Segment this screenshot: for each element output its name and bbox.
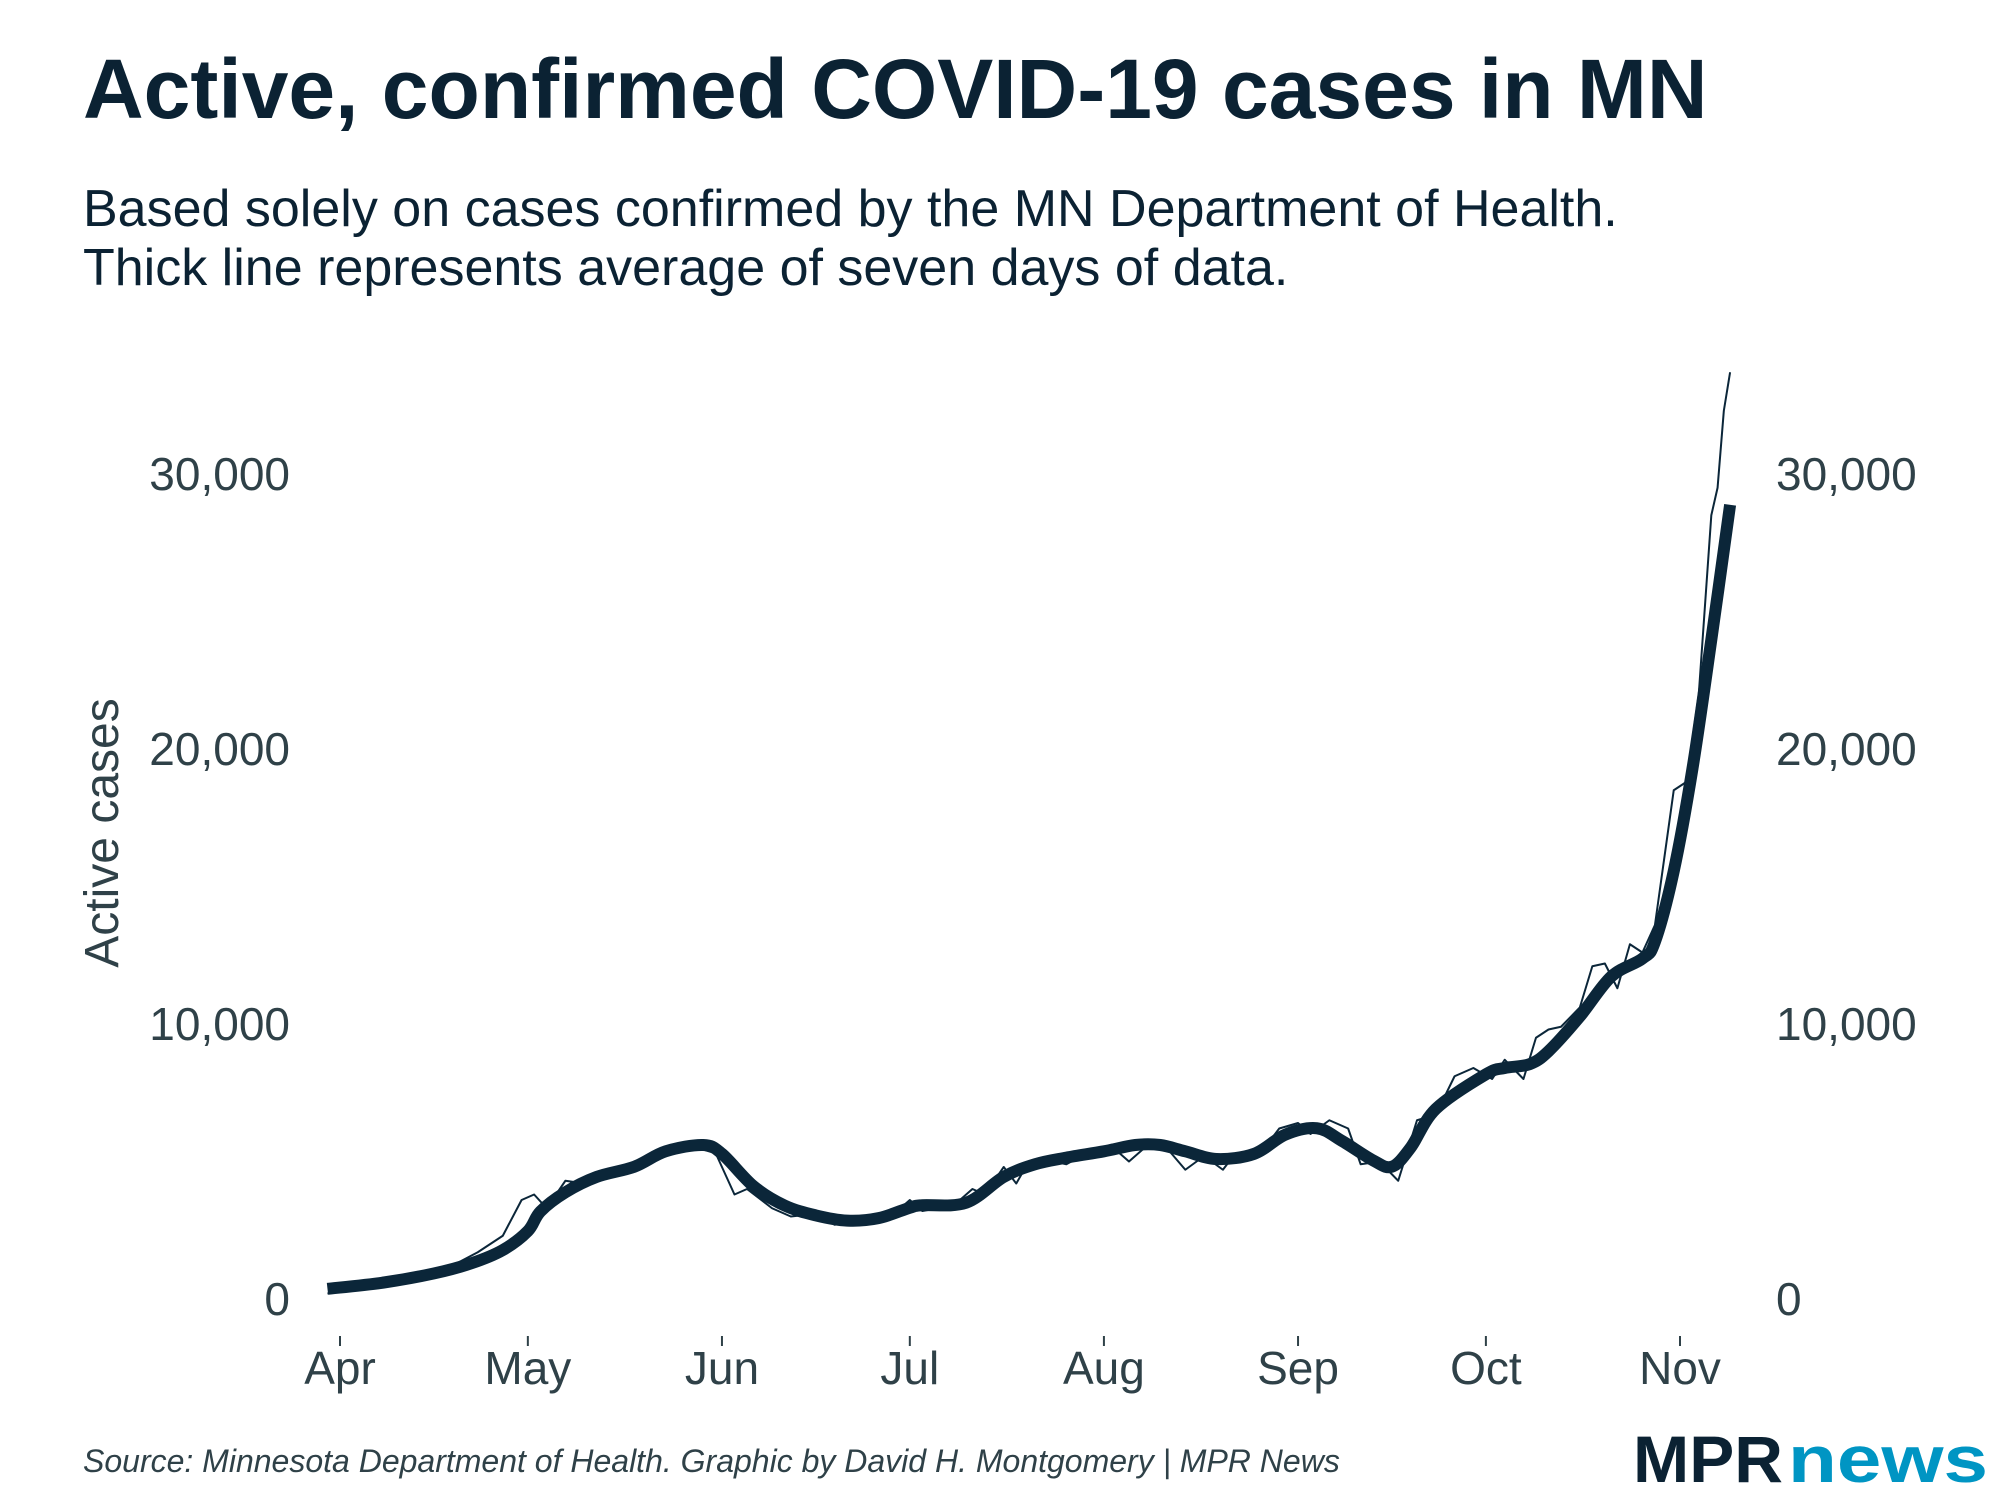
x-axis: Apr May Jun Jul Aug Sep Oct Nov (304, 1336, 1721, 1394)
mpr-news-logo: MPR news (1633, 1422, 1988, 1496)
y-axis-left: 0 10,000 20,000 30,000 (149, 448, 290, 1325)
x-tick-label: Jul (880, 1342, 939, 1394)
y-tick-label-right: 30,000 (1776, 448, 1917, 500)
y-tick-label-right: 20,000 (1776, 723, 1917, 775)
source-note: Source: Minnesota Department of Health. … (83, 1443, 1340, 1479)
y-tick-label-left: 0 (264, 1273, 290, 1325)
y-tick-label-left: 30,000 (149, 448, 290, 500)
y-tick-label-left: 20,000 (149, 723, 290, 775)
chart-subtitle-line-2: Thick line represents average of seven d… (83, 239, 1288, 297)
logo-news-text: news (1788, 1422, 1988, 1496)
x-tick-label: Jun (685, 1342, 759, 1394)
y-tick-label-right: 10,000 (1776, 998, 1917, 1050)
x-tick-label: Nov (1639, 1342, 1721, 1394)
chart-title: Active, confirmed COVID-19 cases in MN (83, 42, 1708, 136)
y-axis-title: Active cases (76, 698, 129, 967)
seven-day-average-line (326, 503, 1737, 1295)
x-tick-label: May (484, 1342, 571, 1394)
series-group (326, 372, 1737, 1295)
x-tick-label: Apr (304, 1342, 376, 1394)
logo-mpr-text: MPR (1633, 1422, 1783, 1496)
y-axis-right: 0 10,000 20,000 30,000 (1776, 448, 1917, 1325)
x-tick-label: Sep (1257, 1342, 1339, 1394)
y-tick-label-right: 0 (1776, 1273, 1802, 1325)
x-tick-label: Oct (1450, 1342, 1522, 1394)
x-tick-label: Aug (1063, 1342, 1145, 1394)
chart-subtitle-line-1: Based solely on cases confirmed by the M… (83, 180, 1618, 238)
daily-active-cases-line (327, 372, 1732, 1295)
y-tick-label-left: 10,000 (149, 998, 290, 1050)
